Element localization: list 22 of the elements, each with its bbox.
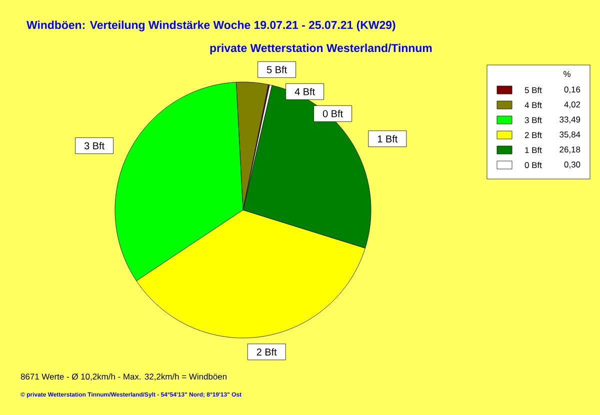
chart-subtitle: private Wetterstation Westerland/Tinnum xyxy=(210,44,432,54)
legend-label: 5 Bft xyxy=(524,86,542,94)
text: 8671 Werte - Ø 10,2km/h - Max. 32,2km/h = Windböen xyxy=(20,373,227,381)
slice-label: 1 Bft xyxy=(378,135,398,142)
chart-title: Windböen: Verteilung Windstärke Woche 19.07.21 - 25.07.21 (KW29) xyxy=(26,20,396,32)
legend-label: 0 Bft xyxy=(524,162,542,168)
data-label: 35,84 xyxy=(560,132,580,138)
legend-label: 1 Bft xyxy=(525,146,542,154)
slice-label: 2 Bft xyxy=(256,348,277,356)
category-label: 0 Bft xyxy=(322,110,343,118)
data-label: 0,16 xyxy=(564,86,580,94)
data-label: 0,30 xyxy=(564,162,580,168)
category-label: 4 Bft xyxy=(294,88,315,96)
legend-label: 3 Bft xyxy=(524,116,542,124)
legend-title: % xyxy=(564,71,570,77)
data-label: 26,18 xyxy=(560,146,580,154)
slice-label: 3 Bft xyxy=(84,142,104,150)
slice-label: 5 Bft xyxy=(266,66,287,74)
legend-label: 4 Bft xyxy=(524,102,542,108)
legend-label: 2 Bft xyxy=(524,132,542,138)
data-label: 4,02 xyxy=(564,102,580,108)
data-label: 33,49 xyxy=(560,116,580,124)
